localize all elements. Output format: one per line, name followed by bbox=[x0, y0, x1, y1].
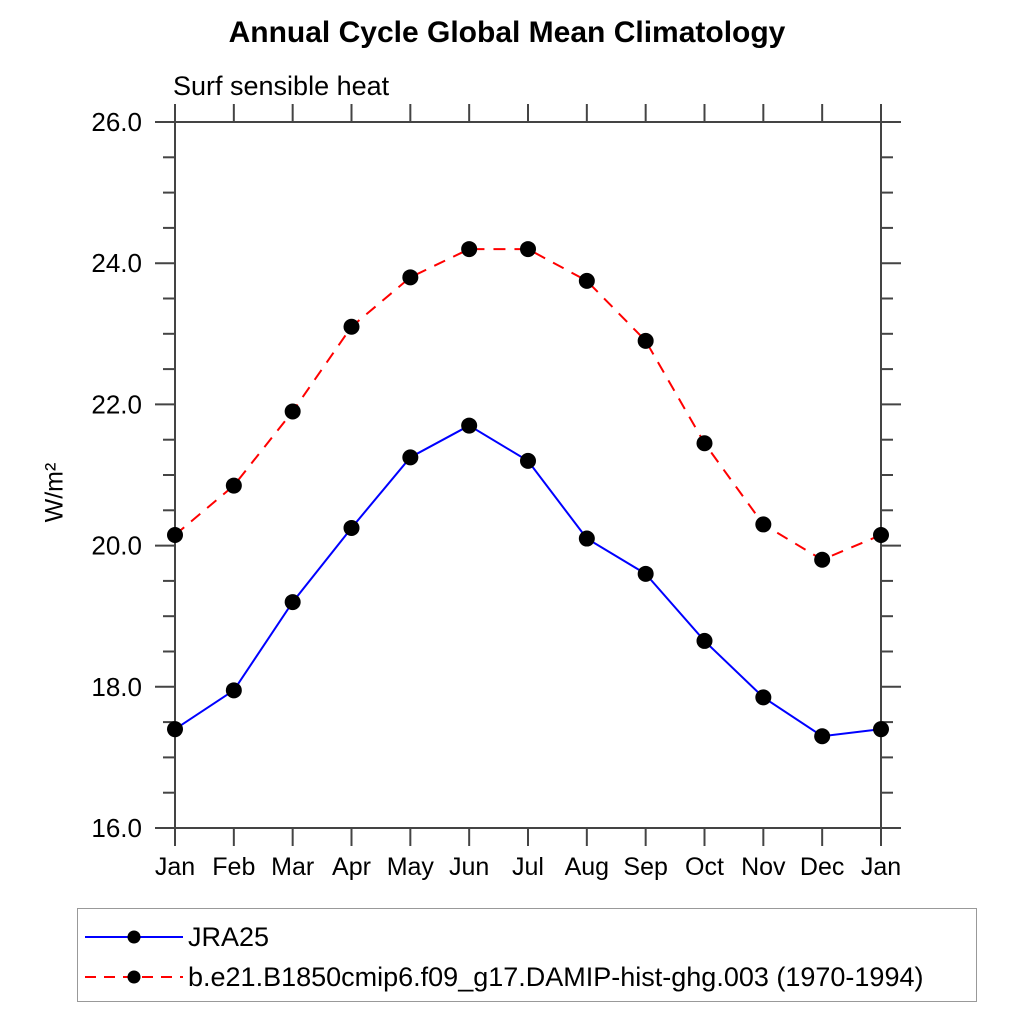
data-point-marker-series-1 bbox=[461, 241, 478, 258]
legend-marker-icon bbox=[127, 930, 141, 944]
y-tick-label: 16.0 bbox=[91, 813, 142, 843]
data-point-marker-series-1 bbox=[696, 435, 713, 452]
legend-label-jra25: JRA25 bbox=[188, 921, 270, 952]
legend-item-jra25: JRA25 bbox=[78, 917, 976, 957]
chart-title: Annual Cycle Global Mean Climatology bbox=[228, 16, 786, 49]
legend-line-sample-model bbox=[85, 970, 183, 984]
chart-subtitle: Surf sensible heat bbox=[173, 71, 390, 101]
series-line-1 bbox=[174, 248, 882, 561]
data-point-marker-series-0 bbox=[225, 682, 242, 699]
data-point-marker-series-0 bbox=[402, 449, 419, 466]
data-point-marker-series-0 bbox=[284, 594, 301, 611]
data-point-marker-series-0 bbox=[755, 689, 772, 706]
data-point-marker-series-1 bbox=[637, 332, 654, 349]
data-point-marker-series-1 bbox=[167, 527, 183, 544]
data-point-marker-series-1 bbox=[225, 477, 242, 494]
data-point-marker-series-1 bbox=[814, 551, 831, 568]
y-tick-label: 18.0 bbox=[91, 672, 142, 702]
data-point-marker-series-1 bbox=[755, 516, 772, 533]
data-point-marker-series-1 bbox=[402, 269, 419, 286]
legend-line-sample-jra25 bbox=[85, 930, 183, 944]
data-point-marker-series-1 bbox=[578, 272, 595, 289]
x-tick-label: Jun bbox=[449, 853, 489, 881]
x-tick-label: Apr bbox=[332, 853, 371, 881]
data-point-marker-series-0 bbox=[343, 519, 360, 536]
x-tick-label: Jul bbox=[512, 853, 544, 881]
x-tick-label: Jan bbox=[155, 853, 195, 881]
data-point-marker-series-0 bbox=[578, 530, 595, 547]
x-tick-label: May bbox=[387, 853, 435, 881]
data-point-marker-series-0 bbox=[520, 452, 536, 469]
data-point-marker-series-0 bbox=[461, 417, 478, 434]
data-point-marker-series-1 bbox=[873, 527, 889, 544]
legend-box: JRA25 b.e21.B1850cmip6.f09_g17.DAMIP-his… bbox=[77, 908, 977, 1002]
x-tick-label: Feb bbox=[212, 853, 255, 881]
x-tick-label: Aug bbox=[565, 853, 609, 881]
y-tick-label: 20.0 bbox=[91, 531, 142, 561]
x-tick-label: Oct bbox=[685, 853, 724, 881]
plot-frame bbox=[174, 121, 882, 829]
data-point-marker-series-0 bbox=[814, 728, 831, 745]
series-line-0 bbox=[174, 424, 882, 738]
y-tick-label: 22.0 bbox=[91, 389, 142, 419]
legend-label-model: b.e21.B1850cmip6.f09_g17.DAMIP-hist-ghg.… bbox=[188, 961, 924, 992]
data-point-marker-series-1 bbox=[343, 318, 360, 335]
x-tick-label: Nov bbox=[741, 853, 786, 881]
x-tick-label: Jan bbox=[861, 853, 901, 881]
legend-marker-icon bbox=[127, 970, 141, 984]
x-tick-label: Sep bbox=[623, 853, 667, 881]
data-point-marker-series-1 bbox=[284, 403, 301, 420]
data-point-marker-series-0 bbox=[167, 721, 183, 738]
x-tick-label: Mar bbox=[271, 853, 314, 881]
data-point-marker-series-0 bbox=[637, 565, 654, 582]
legend-item-model: b.e21.B1850cmip6.f09_g17.DAMIP-hist-ghg.… bbox=[78, 957, 976, 997]
y-tick-label: 26.0 bbox=[91, 107, 142, 137]
data-point-marker-series-1 bbox=[520, 241, 536, 258]
x-tick-label: Dec bbox=[800, 853, 844, 881]
data-point-marker-series-0 bbox=[696, 632, 713, 649]
y-tick-label: 24.0 bbox=[91, 248, 142, 278]
data-point-marker-series-0 bbox=[873, 721, 889, 738]
